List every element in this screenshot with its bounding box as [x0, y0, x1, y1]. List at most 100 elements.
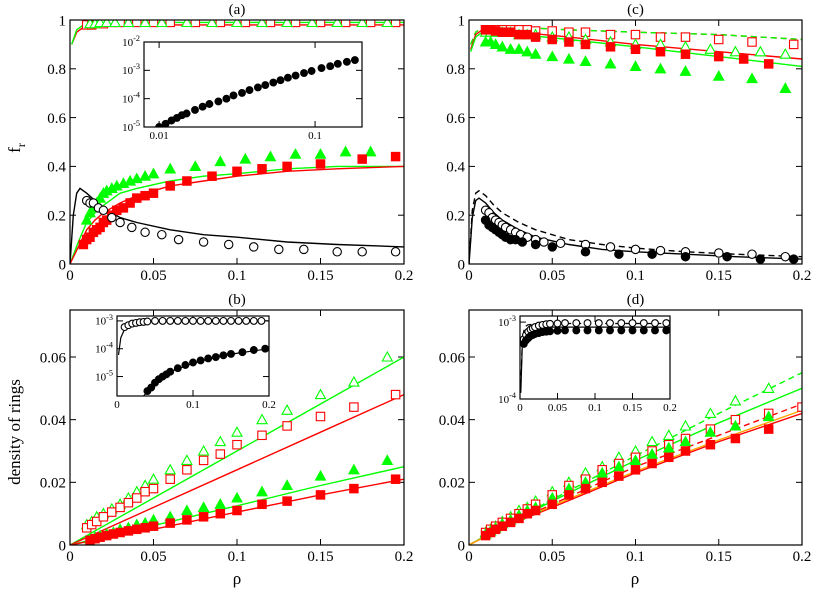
panel-c-ytick-label: 0.8 — [446, 62, 465, 78]
ylabel-bottom: density of rings — [5, 379, 24, 485]
panel-b-curve-green — [70, 356, 404, 545]
inset-b-black-filled-circles-point — [204, 354, 213, 363]
panel-a: (a)0 0.05 0.1 0.15 0.200.20.40.60.810.01 0.11… — [47, 2, 413, 284]
panel-b-red-filled-squares-point — [349, 483, 359, 494]
panel-label-b: (b) — [228, 292, 246, 308]
panel-a-red-open-squares-point — [215, 20, 226, 28]
xlabel-right: ρ — [631, 569, 639, 588]
panel-d-green-open-triangles-point — [679, 419, 692, 431]
panel-c-green-open-triangles-point — [704, 43, 717, 54]
inset-a-black-filled-circles-point — [245, 86, 254, 95]
panel-b-red-open-squares-point — [257, 430, 267, 441]
panel-c-black-open-circles-point — [714, 248, 724, 258]
panel-d-green-filled-triangles-point — [762, 410, 775, 422]
panel-d-red-filled-squares-point — [505, 517, 516, 528]
inset-b-black-open-circles-point — [249, 316, 258, 325]
panel-c-black-filled-circles-point — [680, 251, 691, 262]
panel-c-xtick-label: 0.1 — [626, 268, 645, 284]
inset-d-black-filled-circles-point — [606, 326, 614, 335]
panel-d-red-filled-squares-point — [514, 513, 524, 524]
inset-a-ytick-exponent: -5 — [133, 119, 140, 128]
panel-c-black-filled-circles-point — [722, 251, 732, 262]
inset-b-black-open-circles-point — [143, 317, 152, 326]
panel-b-green-open-triangles-point — [180, 454, 193, 465]
panel-c-ytick-label: 0.6 — [446, 111, 465, 127]
panel-b: (b)0 0.05 0.1 0.15 0.200.020.040.060 0.1 0.210… — [40, 292, 414, 565]
panel-d-green-filled-triangles-point — [646, 447, 659, 459]
panel-a-green-open-triangles-point — [306, 20, 319, 28]
panel-a-black-open-circles-point — [274, 244, 284, 255]
panel-d-red-filled-squares-point — [647, 458, 657, 469]
inset-d-black-open-circles-point — [553, 319, 562, 328]
panel-b-red-filled-squares-point — [140, 523, 150, 533]
inset-d-black-filled-circles-point — [594, 326, 603, 335]
panel-d-green-open-triangles-point — [646, 435, 659, 447]
panel-a-xtick-label: 0.1 — [228, 268, 247, 284]
panel-b-red-open-squares-point — [282, 421, 292, 431]
inset-b-black-open-circles-point — [151, 316, 159, 325]
panel-c-red-open-squares-point — [788, 39, 799, 50]
panel-b-red-filled-squares-point — [123, 526, 134, 536]
panel-c-black-filled-circles-point — [580, 247, 591, 257]
panel-a-red-filled-squares-point — [315, 159, 326, 169]
inset-d-black-filled-circles-point — [572, 326, 581, 335]
panel-d-red-filled-squares-point — [730, 433, 741, 444]
panel-c-green-filled-triangles-point — [521, 45, 534, 57]
inset-b-black-open-circles-point — [242, 316, 251, 325]
panel-c-green-filled-triangles-point — [579, 55, 592, 67]
inset-b-black-filled-circles-point — [189, 358, 197, 367]
inset-d-black-open-circles-point — [561, 319, 569, 328]
panel-a-black-open-circles-point — [248, 242, 259, 252]
panel-a-black-open-circles-point — [390, 247, 401, 257]
panel-a-black-open-circles-point — [223, 239, 234, 250]
ylabel-top-sub: r — [14, 143, 28, 147]
panel-a-green-open-triangles-point — [100, 20, 113, 28]
panel-a-black-open-circles-point — [332, 247, 342, 257]
inset-a-black-filled-circles-point — [191, 105, 199, 114]
inset-a: 0.01 0.110-510-410-310-2 — [122, 34, 363, 142]
panel-a-red-filled-squares-point — [182, 176, 192, 186]
inset-b-black-filled-circles-point — [238, 348, 247, 357]
panel-d: (d) 0 0.05 0.1 0.15 0.2 0 0.02 0.04 0.06 0 0.05 0.1 0… — [439, 292, 812, 565]
inset-b-black-filled-circles-point — [173, 364, 182, 373]
panel-d-red-filled-squares-point — [630, 465, 641, 475]
panel-a-green-open-triangles-point — [122, 20, 135, 28]
panel-b-red-filled-squares-point — [232, 505, 242, 516]
panel-b-green-filled-triangles-point — [197, 501, 210, 512]
panel-c-green-filled-triangles-point — [679, 65, 692, 76]
inset-d-ytick-exponent: -3 — [509, 314, 516, 323]
panel-c-green-open-triangles-point — [754, 45, 767, 57]
panel-b-red-filled-squares-point — [132, 524, 142, 535]
panel-a-green-open-triangles-point — [155, 20, 168, 28]
inset-d-black-filled-circles-point — [662, 326, 670, 335]
panel-c-red-filled-squares-point — [680, 49, 691, 59]
panel-c-curve-green-dashed — [470, 26, 802, 45]
panel-a-green-filled-triangles-point — [139, 169, 152, 181]
panel-a-black-open-circles-point — [173, 234, 184, 245]
panel-d-green-open-triangles-point — [762, 382, 775, 393]
inset-d-xtick-label: 0.2 — [663, 402, 677, 414]
panel-b-red-open-squares-point — [182, 465, 192, 475]
panel-b-green-filled-triangles-point — [347, 463, 360, 475]
inset-d-black-open-circles-point — [617, 319, 626, 328]
panel-b-ytick-label: 0.06 — [40, 350, 67, 366]
panel-a-red-open-squares-point — [315, 20, 326, 28]
panel-a-xtick-label: 0 — [66, 268, 74, 284]
inset-d-ytick-exponent: -4 — [509, 391, 516, 400]
inset-d-frame — [519, 315, 671, 400]
panel-c-green-filled-triangles-point — [489, 38, 502, 49]
inset-b-plot-area — [117, 316, 269, 396]
panel-c-ytick-label: 0 — [458, 257, 466, 273]
panel-d-red-filled-squares-point — [564, 490, 574, 500]
panel-a-green-filled-triangles-point — [189, 160, 202, 171]
panel-c-red-filled-squares-point — [655, 46, 666, 57]
inset-a-black-filled-circles-point — [333, 59, 342, 68]
panel-c-black-open-circles-point — [539, 237, 549, 247]
inset-d-black-open-circles-point — [594, 319, 603, 328]
panel-a-red-filled-squares-point — [390, 151, 401, 162]
inset-d-xtick-label: 0.05 — [548, 402, 568, 414]
panel-b-red-open-squares-point — [140, 486, 150, 497]
panel-a-green-open-triangles-point — [256, 20, 269, 28]
panel-c-xtick-label: 0 — [465, 268, 473, 284]
inset-d-plot-area — [520, 319, 670, 393]
